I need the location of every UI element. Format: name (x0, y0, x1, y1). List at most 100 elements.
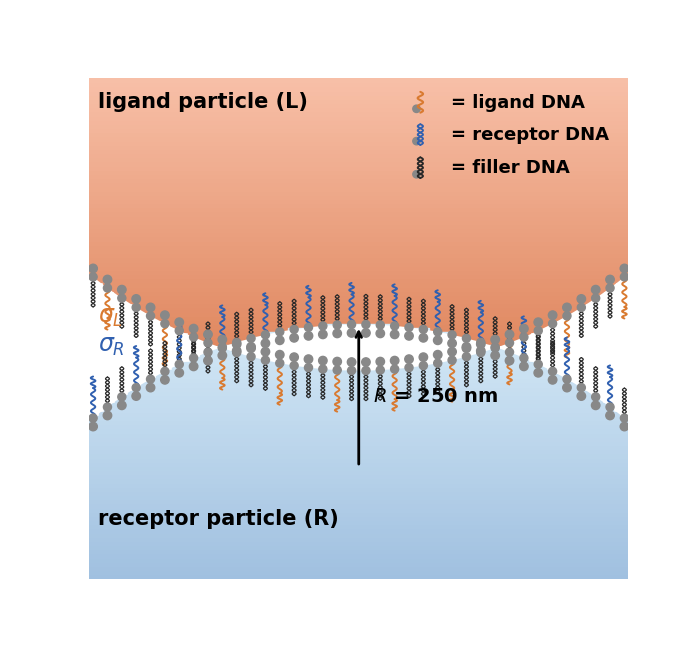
Circle shape (333, 366, 341, 374)
Bar (90, 266, 629, 270)
Bar (232, 349, 486, 354)
Bar (222, 345, 496, 349)
Circle shape (175, 327, 183, 335)
Circle shape (413, 137, 420, 145)
Circle shape (161, 311, 169, 319)
Polygon shape (90, 274, 629, 421)
Bar (108, 287, 609, 291)
Circle shape (362, 329, 370, 337)
Circle shape (548, 311, 556, 319)
Bar (90, 116, 629, 120)
Circle shape (132, 304, 140, 311)
Circle shape (218, 344, 226, 352)
Circle shape (132, 392, 141, 400)
Bar (90, 216, 629, 220)
Bar (92, 274, 625, 278)
Bar (311, 366, 407, 370)
Bar (172, 366, 546, 370)
Bar (90, 195, 629, 199)
Bar (90, 499, 629, 503)
Bar (181, 361, 537, 366)
Bar (93, 416, 624, 420)
Bar (90, 562, 629, 566)
Bar (90, 166, 629, 170)
Text: ligand particle (L): ligand particle (L) (99, 92, 309, 112)
Circle shape (477, 339, 485, 346)
Bar (90, 232, 629, 237)
Bar (90, 111, 629, 116)
Circle shape (434, 359, 442, 367)
Bar (90, 482, 629, 487)
Circle shape (103, 411, 112, 420)
Circle shape (434, 328, 442, 336)
Bar (90, 512, 629, 516)
Bar (97, 278, 620, 282)
Bar (120, 295, 597, 299)
Bar (90, 170, 629, 174)
Bar (208, 341, 510, 345)
Bar (139, 307, 578, 311)
Circle shape (620, 414, 629, 422)
Bar (90, 245, 629, 249)
Circle shape (592, 294, 600, 302)
Circle shape (563, 312, 571, 320)
Circle shape (462, 343, 470, 351)
Bar (164, 370, 554, 374)
Bar (90, 199, 629, 203)
Circle shape (505, 330, 514, 339)
Bar (320, 324, 398, 328)
Bar (90, 508, 629, 512)
Bar (90, 420, 629, 424)
Circle shape (577, 294, 586, 303)
Circle shape (89, 422, 97, 431)
Circle shape (261, 339, 270, 348)
Circle shape (204, 356, 212, 365)
Circle shape (549, 320, 557, 328)
Circle shape (204, 339, 212, 347)
Bar (90, 570, 629, 575)
Circle shape (247, 353, 255, 361)
Bar (197, 337, 520, 341)
Bar (90, 240, 629, 245)
Circle shape (519, 362, 528, 370)
Circle shape (592, 393, 600, 401)
Circle shape (606, 403, 614, 411)
Circle shape (477, 348, 485, 357)
Circle shape (318, 330, 327, 339)
Bar (127, 299, 591, 303)
Bar (90, 270, 629, 274)
Bar (90, 466, 629, 470)
Circle shape (247, 343, 256, 351)
Bar (90, 103, 629, 107)
Circle shape (620, 422, 629, 431)
Circle shape (578, 304, 585, 311)
Circle shape (606, 276, 615, 284)
Bar (156, 374, 561, 378)
Bar (262, 358, 455, 361)
Circle shape (391, 322, 399, 330)
Bar (90, 120, 629, 124)
Bar (90, 458, 629, 461)
Circle shape (376, 358, 384, 366)
Circle shape (405, 332, 413, 340)
Circle shape (232, 339, 241, 346)
Bar (90, 516, 629, 520)
Bar (90, 149, 629, 153)
Circle shape (175, 318, 183, 326)
Circle shape (405, 323, 413, 332)
Circle shape (290, 333, 298, 342)
Bar (114, 291, 603, 295)
Bar (90, 462, 629, 466)
Bar (90, 153, 629, 157)
Circle shape (477, 340, 485, 348)
Circle shape (491, 335, 499, 344)
Circle shape (520, 333, 528, 341)
Circle shape (347, 329, 356, 337)
Bar (162, 320, 556, 324)
Bar (90, 249, 629, 253)
Bar (283, 361, 435, 366)
Circle shape (89, 414, 97, 422)
Text: = receptor DNA: = receptor DNA (452, 126, 609, 144)
Bar (90, 566, 629, 570)
Bar (148, 378, 569, 382)
